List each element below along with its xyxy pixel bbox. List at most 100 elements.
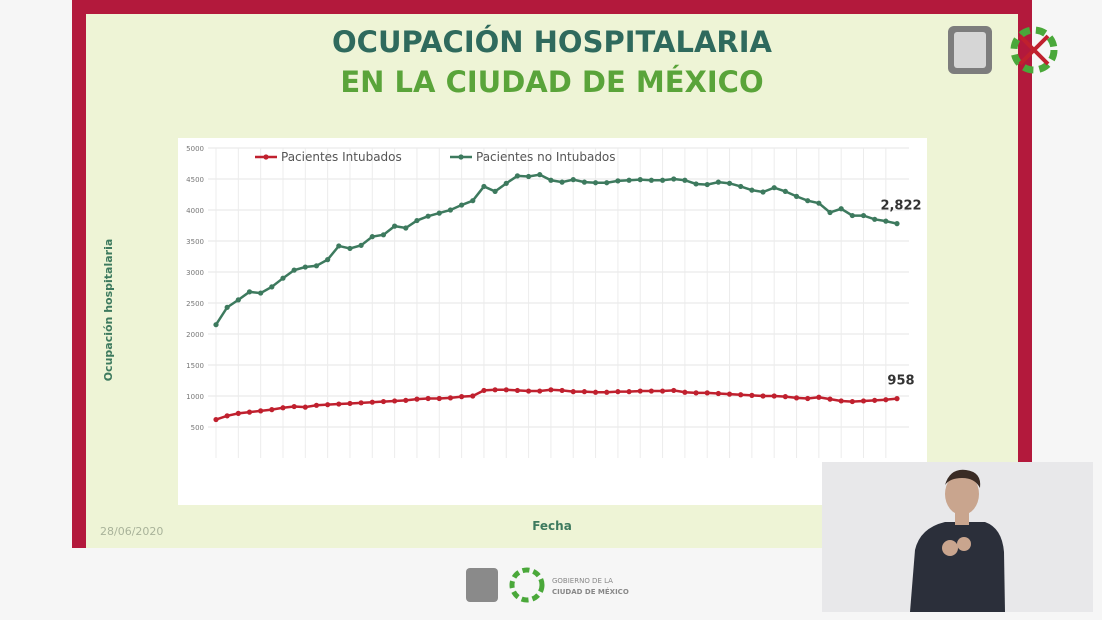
point (704, 390, 710, 396)
y-tick-label: 3000 (186, 269, 204, 277)
point (760, 393, 766, 399)
point (615, 389, 621, 395)
point (872, 397, 878, 403)
point (425, 213, 431, 219)
point (347, 245, 353, 252)
title-line: EN LA CIUDAD DE MÉXICO (340, 65, 763, 99)
point (403, 397, 409, 403)
point (291, 403, 297, 410)
point (581, 179, 588, 185)
point (380, 398, 387, 405)
point (503, 180, 509, 186)
point (682, 177, 688, 183)
point (213, 416, 219, 423)
y-tick-label: 1500 (186, 362, 204, 370)
point (894, 396, 900, 402)
point (838, 206, 844, 212)
point (470, 198, 476, 204)
point (414, 396, 420, 402)
point (615, 178, 621, 184)
point (358, 400, 364, 406)
point (347, 400, 353, 407)
point (849, 398, 855, 405)
point (447, 395, 454, 401)
point (537, 388, 543, 394)
point (604, 180, 610, 186)
point (626, 389, 632, 395)
point (816, 200, 822, 206)
point (459, 394, 465, 400)
point (336, 401, 342, 407)
point (860, 398, 867, 404)
point (749, 187, 755, 193)
point (749, 392, 755, 398)
y-tick-label: 1000 (186, 393, 204, 401)
point (302, 264, 308, 270)
point (235, 297, 241, 303)
point (280, 405, 286, 411)
point (838, 398, 844, 404)
point (302, 404, 308, 410)
point (805, 395, 811, 402)
point (671, 176, 677, 182)
chart-area (178, 138, 927, 505)
point (414, 217, 420, 224)
point (592, 389, 599, 395)
point (358, 242, 364, 248)
point (403, 225, 409, 231)
video-inset (822, 462, 1093, 612)
point (224, 304, 230, 310)
y-tick-label: 2000 (186, 331, 204, 339)
point (793, 193, 800, 199)
point (481, 387, 487, 394)
point (514, 173, 521, 179)
point (894, 221, 900, 227)
point (514, 387, 521, 394)
point (771, 393, 777, 399)
point (325, 402, 331, 408)
point (291, 267, 297, 273)
point (604, 389, 610, 395)
point (492, 188, 498, 194)
point (369, 234, 375, 240)
footer-logo (466, 567, 545, 603)
point (224, 413, 230, 419)
point (246, 409, 253, 415)
point (648, 388, 654, 394)
point (849, 212, 855, 219)
point (459, 202, 465, 208)
legend-swatch (263, 154, 269, 160)
point (570, 389, 576, 395)
point (470, 393, 476, 399)
point (682, 389, 688, 395)
point (738, 183, 744, 190)
x-axis-label: Fecha (532, 519, 572, 533)
point (269, 284, 275, 290)
y-tick-label: 3500 (186, 238, 204, 246)
point (258, 290, 264, 296)
y-tick-label: 4000 (186, 207, 204, 215)
point (782, 394, 788, 400)
footer-text: GOBIERNO DE LA (552, 577, 613, 585)
point (436, 395, 442, 402)
point (693, 390, 699, 396)
point (626, 177, 632, 183)
point (481, 183, 487, 190)
point (771, 185, 777, 191)
title-line: OCUPACIÓN HOSPITALARIA (332, 25, 772, 59)
point (559, 179, 565, 185)
point (659, 388, 666, 394)
point (246, 289, 253, 295)
point (738, 392, 744, 398)
footer-text: CIUDAD DE MÉXICO (552, 587, 629, 596)
point (671, 387, 677, 394)
point (425, 395, 431, 402)
point (336, 243, 342, 249)
point (570, 177, 576, 183)
point (760, 189, 766, 195)
point (492, 387, 498, 393)
y-tick-label: 2500 (186, 300, 204, 308)
point (793, 395, 800, 401)
